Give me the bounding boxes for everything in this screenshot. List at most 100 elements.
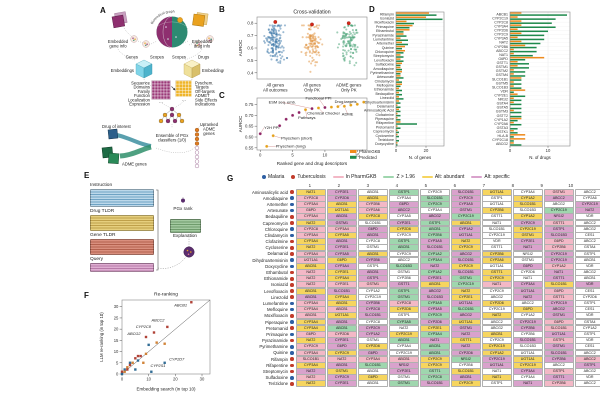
g-rank-column: 7	[482, 183, 486, 188]
svg-text:0.75: 0.75	[245, 102, 254, 107]
tuberculosis-dot-icon	[290, 215, 294, 219]
svg-text:CYP2A6: CYP2A6	[494, 122, 508, 126]
svg-text:5: 5	[291, 153, 294, 158]
svg-text:CYP1A2: CYP1A2	[494, 118, 508, 122]
panel-b-crossvalidation: Cross-validation 0.4 0.5 0.6 0.7 0.8 AUROC All …	[217, 4, 375, 101]
cube-embeddings-label: Embeddings	[111, 68, 134, 73]
svg-text:ADMET: ADMET	[195, 93, 210, 98]
pgx-rank-dot-icon	[181, 198, 185, 203]
gene-cell: CYP2C9	[450, 380, 481, 388]
g-drug-label: Quinine	[273, 350, 288, 356]
descriptor-ranking-plot: 0.55 0.60 0.65 0.70 0.75 0 5 10 15 Ranked gene an…	[238, 96, 368, 166]
svg-text:5: 5	[116, 360, 119, 365]
g-drug-row: Lumefantrine CYP3A4 ABCB1 CYP2B6 CYP2C8 CYP3A…	[222, 300, 600, 307]
malaria-dot-icon	[290, 208, 294, 213]
svg-text:0.5: 0.5	[247, 58, 254, 63]
g-rank-column: 5	[424, 183, 428, 188]
g-rank-column: 8	[511, 183, 515, 188]
gene-feature-matrix	[151, 80, 171, 100]
g-drug-row: Chloroquine CYP2C8 CYP3A4 G6PD CYP2D6 ABCB1 CY…	[222, 225, 600, 233]
b-red-dot	[346, 21, 351, 26]
malaria-dot-icon	[290, 227, 294, 232]
g-rank-column: 10	[568, 183, 574, 188]
g-rank-column: 4	[395, 183, 399, 188]
malaria-dot-icon	[290, 196, 294, 201]
g-drug-row: Ethionamide NAT2 CYP3A4 GSTP1 CYP2B6 CYP2E1 GS…	[222, 275, 600, 283]
pgx-rank-label: PGx rank	[173, 206, 193, 211]
svg-text:Piperaquine: Piperaquine	[375, 117, 394, 121]
malaria-dot-icon	[290, 202, 294, 207]
f-ylabel: LLM re-ranking (in top 10)	[99, 312, 104, 362]
adme-genes-icon	[101, 146, 120, 164]
panel-c-label: C	[219, 91, 225, 100]
panel-d-label: D	[369, 5, 375, 14]
svg-text:All genes: All genes	[303, 83, 321, 88]
drug-tldr-box-label: Drug TLDR	[90, 209, 115, 214]
svg-text:0.8: 0.8	[247, 21, 254, 26]
query-box-label: Query	[90, 257, 104, 262]
svg-text:genes: genes	[203, 131, 214, 136]
g-legend-item: Z > 1.96	[383, 174, 415, 180]
svg-text:10: 10	[114, 349, 119, 354]
drug-tldr-box	[90, 215, 154, 231]
svg-text:15: 15	[114, 338, 119, 343]
gene-feature-list: Sequence Domains Family Function Localiz…	[128, 81, 151, 107]
malaria-dot-icon	[290, 351, 294, 355]
svg-text:0.7: 0.7	[247, 33, 254, 38]
gene-cell: ABCB1	[357, 380, 388, 388]
g-drug-label: Bedaquiline	[265, 214, 288, 220]
g-drug-row: Primaquine G6PD CYP2D6 CYP1A2 CYP2C19 CYP3A4 N…	[222, 330, 600, 338]
tuberculosis-dot-icon	[290, 289, 294, 293]
g-drug-label: Levofloxacin	[264, 288, 288, 294]
network-motif-icons	[130, 35, 214, 48]
panel-e-llm-schematic: Instruction Drug TLDR Gene TLDR Query	[82, 170, 222, 288]
tuberculosis-dot-icon	[290, 363, 294, 368]
svg-text:SLCO1B3: SLCO1B3	[492, 85, 508, 89]
g-drug-label: Linezolid	[271, 294, 288, 300]
svg-text:0.4: 0.4	[247, 70, 254, 75]
svg-text:CYP2B6: CYP2B6	[494, 45, 508, 49]
panel-g-ranking-table: Malaria Tuberculosis In PharmGKB Z > 1.96 Al…	[222, 170, 600, 400]
svg-text:Ethionamide: Ethionamide	[374, 88, 394, 92]
crossvalidation-strip-plot: Cross-validation 0.4 0.5 0.6 0.7 0.8 AUROC All …	[238, 10, 368, 93]
legend-line-icon	[332, 176, 344, 178]
svg-text:CYP3A4: CYP3A4	[494, 24, 508, 28]
c-annotation: Y2H PPI	[264, 125, 279, 130]
g-drug-label: Mefloquine	[266, 307, 288, 313]
svg-text:ABCC2: ABCC2	[496, 49, 508, 53]
explanation-box	[170, 219, 201, 233]
g-drug-label: Lumefantrine	[262, 300, 288, 306]
g-legend-item: Alt: specific	[471, 174, 510, 180]
tuberculosis-dot-icon	[290, 252, 294, 256]
svg-text:CYP2C19: CYP2C19	[492, 16, 508, 20]
cube-scopes2-label: Scopes	[172, 55, 186, 60]
svg-text:Sequence: Sequence	[131, 81, 151, 86]
f-annotation: ABCB1	[173, 303, 187, 308]
svg-text:All genes: All genes	[266, 83, 284, 88]
g-legend-item: Alt: abundant	[421, 174, 464, 180]
g-drug-label: Capreomycin	[262, 220, 288, 226]
g-drug-row: Levofloxacin ABCB1 SLCO1B1 CYP1A2 GSTP1 ABCG2…	[222, 287, 600, 295]
svg-text:Quinine: Quinine	[382, 46, 394, 50]
explanation-label: Explanation	[172, 233, 197, 238]
g-drug-label: Cycloserine	[265, 245, 288, 251]
svg-text:CYP2C8: CYP2C8	[494, 20, 508, 24]
svg-text:Primaquine: Primaquine	[376, 25, 394, 29]
c-annotation: Chemical Checker	[307, 111, 340, 116]
tuberculosis-dot-icon	[290, 314, 294, 318]
graph-node-icon	[177, 17, 183, 23]
tuberculosis-dot-icon	[290, 382, 294, 386]
drug-feature-matrix	[175, 80, 192, 97]
d-legend-predicted: Predicted	[359, 155, 377, 160]
reranking-scatter-plot: Re-ranking 0 5 10 15 20 25 30 0 10 20 30 ABCB1 ABCC2 C…	[99, 292, 211, 392]
panel-f-label: F	[84, 291, 89, 300]
b-red-dot	[310, 22, 314, 27]
c-xlabel: Ranked gene and drug descriptors	[277, 161, 348, 166]
g-rows: Aminosalicylic acid NAT1 CYP2E1 ABCB1 GSTP1 C…	[222, 188, 600, 388]
svg-text:N. of genes: N. of genes	[409, 155, 432, 160]
g-drug-label: Ethionamide	[264, 276, 288, 282]
svg-text:Localization: Localization	[128, 97, 151, 102]
g-drug-label: Piperaquine	[265, 319, 288, 325]
upranked-label: Upranked	[200, 122, 219, 127]
